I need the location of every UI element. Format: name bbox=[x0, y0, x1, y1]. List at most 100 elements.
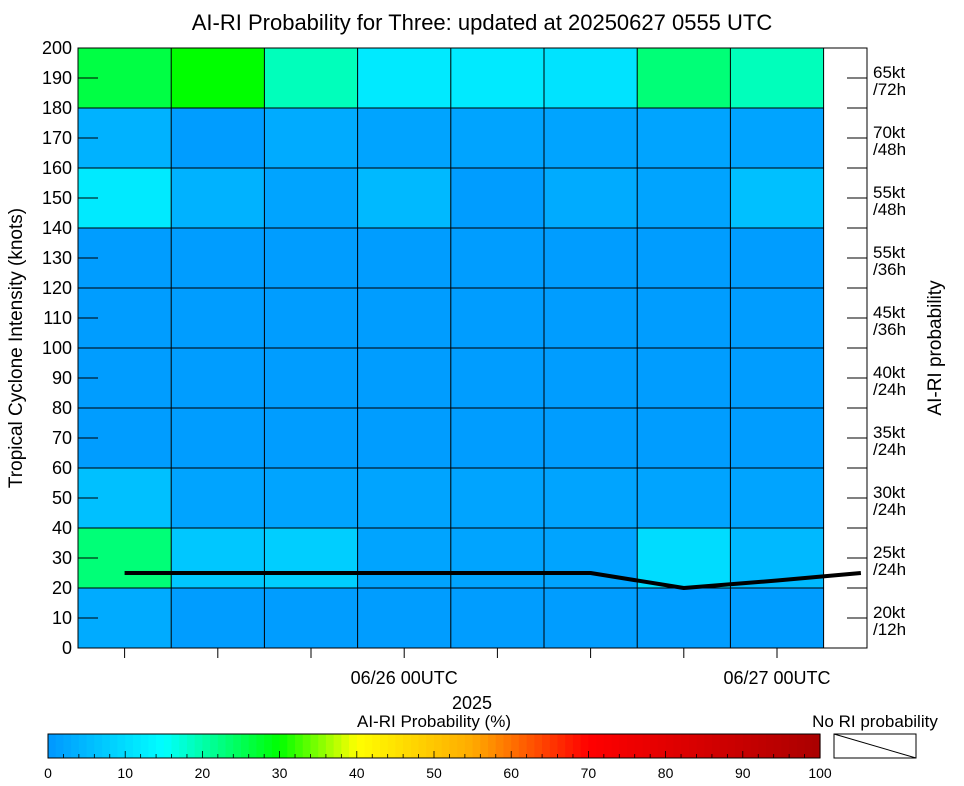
heatmap-cell bbox=[357, 348, 451, 408]
heatmap-cell bbox=[730, 168, 824, 228]
right-label-period: /24h bbox=[873, 380, 906, 399]
colorbar-segment bbox=[796, 734, 806, 758]
colorbar-segment bbox=[387, 734, 396, 758]
colorbar-segment bbox=[410, 734, 420, 758]
no-ri-swatch bbox=[833, 733, 917, 759]
heatmap-cell bbox=[730, 108, 824, 168]
heatmap-cell bbox=[264, 228, 358, 288]
colorbar-segment bbox=[55, 734, 65, 758]
right-label-intensity: 20kt bbox=[873, 603, 905, 622]
colorbar-segment bbox=[349, 734, 358, 758]
y-tick-label: 50 bbox=[52, 488, 72, 508]
heatmap-cell bbox=[544, 48, 638, 108]
y-tick-label: 110 bbox=[43, 308, 72, 328]
colorbar-segment bbox=[441, 734, 451, 758]
colorbar-tick-label: 20 bbox=[195, 765, 211, 781]
right-label-period: /36h bbox=[873, 320, 906, 339]
colorbar-segment bbox=[719, 734, 728, 758]
colorbar-segment bbox=[241, 734, 250, 758]
colorbar-segment bbox=[372, 734, 381, 758]
colorbar-segment bbox=[71, 734, 80, 758]
y-tick-label: 90 bbox=[52, 368, 72, 388]
heatmap-cell bbox=[171, 48, 265, 108]
heatmap-cell bbox=[637, 468, 731, 528]
y-tick-label: 180 bbox=[42, 98, 72, 118]
heatmap-cell bbox=[264, 408, 358, 468]
heatmap-cell bbox=[450, 468, 544, 528]
heatmap-cell bbox=[171, 468, 265, 528]
right-label-intensity: 70kt bbox=[873, 123, 905, 142]
colorbar-segment bbox=[557, 734, 566, 758]
y-tick-label: 20 bbox=[52, 578, 72, 598]
right-label-period: /24h bbox=[873, 560, 906, 579]
heatmap-cell bbox=[544, 168, 638, 228]
x-axis-ticks: 06/26 00UTC 06/27 00UTC bbox=[124, 648, 831, 688]
heatmap-cell bbox=[730, 228, 824, 288]
right-label-period: /72h bbox=[873, 80, 906, 99]
heatmap-cell bbox=[637, 348, 731, 408]
heatmap-cell bbox=[171, 228, 265, 288]
colorbar-segment bbox=[256, 734, 265, 758]
colorbar-segment bbox=[125, 734, 134, 758]
heatmap-cell bbox=[450, 408, 544, 468]
colorbar-segment bbox=[117, 734, 126, 758]
right-label-period: /48h bbox=[873, 140, 906, 159]
right-label-intensity: 55kt bbox=[873, 243, 905, 262]
heatmap-cell bbox=[730, 288, 824, 348]
colorbar-segment bbox=[225, 734, 234, 758]
colorbar: 0 10 20 30 40 50 60 70 80 90 100 bbox=[44, 733, 832, 781]
colorbar-segment bbox=[619, 734, 628, 758]
colorbar-tick-label: 60 bbox=[503, 765, 519, 781]
y-tick-label: 40 bbox=[52, 518, 72, 538]
colorbar-segment bbox=[480, 734, 489, 758]
y-tick-label: 60 bbox=[52, 458, 72, 478]
heatmap-cell bbox=[264, 168, 358, 228]
colorbar-segment bbox=[665, 734, 674, 758]
colorbar-segment bbox=[202, 734, 211, 758]
colorbar-label: AI-RI Probability (%) bbox=[357, 712, 511, 731]
colorbar-segment bbox=[403, 734, 412, 758]
colorbar-segment bbox=[264, 734, 273, 758]
heatmap-cell bbox=[357, 288, 451, 348]
colorbar-segment bbox=[379, 734, 389, 758]
colorbar-segment bbox=[186, 734, 196, 758]
colorbar-segment bbox=[603, 734, 613, 758]
intensity-line bbox=[124, 571, 862, 590]
colorbar-segment bbox=[457, 734, 466, 758]
heatmap-cell bbox=[357, 528, 451, 588]
colorbar-segment bbox=[642, 734, 651, 758]
y-tick-label: 150 bbox=[42, 188, 72, 208]
y-tick-label: 130 bbox=[42, 248, 72, 268]
y-tick-label: 170 bbox=[42, 128, 72, 148]
colorbar-segment bbox=[279, 734, 288, 758]
colorbar-tick-label: 90 bbox=[735, 765, 751, 781]
heatmap-cell bbox=[637, 588, 731, 648]
heatmap-cells bbox=[78, 48, 824, 648]
colorbar-segment bbox=[696, 734, 705, 758]
colorbar-segment bbox=[472, 734, 481, 758]
colorbar-segment bbox=[94, 734, 103, 758]
colorbar-segment bbox=[302, 734, 312, 758]
right-label-period: /48h bbox=[873, 200, 906, 219]
right-axis-labels: 20kt/12h25kt/24h30kt/24h35kt/24h40kt/24h… bbox=[847, 47, 906, 649]
heatmap-cell bbox=[730, 468, 824, 528]
colorbar-segment bbox=[580, 734, 589, 758]
colorbar-segment bbox=[650, 734, 659, 758]
colorbar-segment bbox=[542, 734, 551, 758]
heatmap-cell bbox=[450, 288, 544, 348]
colorbar-segment bbox=[194, 734, 203, 758]
x-tick-label: 06/26 00UTC bbox=[351, 668, 458, 688]
colorbar-segment bbox=[78, 734, 88, 758]
heatmap-cell bbox=[264, 48, 358, 108]
colorbar-tick-label: 80 bbox=[658, 765, 674, 781]
colorbar-segment bbox=[356, 734, 366, 758]
heatmap-cell bbox=[357, 588, 451, 648]
y-tick-label: 140 bbox=[42, 218, 72, 238]
colorbar-segment bbox=[426, 734, 435, 758]
colorbar-segment bbox=[102, 734, 111, 758]
y-tick-label: 200 bbox=[42, 38, 72, 58]
colorbar-segment bbox=[727, 734, 736, 758]
heatmap-cell bbox=[357, 168, 451, 228]
heatmap-cell bbox=[171, 348, 265, 408]
colorbar-segment bbox=[171, 734, 180, 758]
